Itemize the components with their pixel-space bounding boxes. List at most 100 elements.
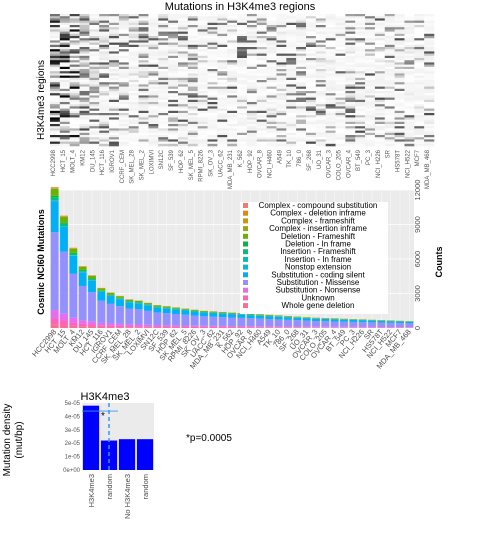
- heatmap-cell: [296, 55, 307, 59]
- heatmap-cell: [187, 110, 198, 114]
- heatmap-cell: [276, 130, 287, 134]
- heatmap-cell: [256, 64, 267, 68]
- heatmap-cell: [246, 42, 258, 46]
- heatmap-cell: [256, 106, 267, 109]
- heatmap-cell: [355, 14, 366, 17]
- bar-segment: [97, 322, 106, 326]
- heatmap-cell: [325, 135, 336, 138]
- heatmap-cell: [158, 66, 169, 70]
- heatmap-cell: [217, 119, 228, 123]
- heatmap-cell: [286, 106, 297, 109]
- heatmap-cell: [424, 137, 435, 140]
- heatmap-cell: [178, 121, 189, 125]
- heatmap-cell: [79, 44, 90, 48]
- heatmap-cell: [99, 86, 110, 90]
- heatmap-cell: [256, 135, 267, 138]
- heatmap-cell: [89, 62, 100, 65]
- heatmap-cell: [207, 40, 218, 43]
- heatmap-cell: [355, 64, 366, 68]
- heatmap-cell: [365, 82, 376, 85]
- bar-segment: [228, 312, 236, 314]
- heatmap-cell: [335, 71, 346, 74]
- heatmap-cell: [365, 62, 376, 65]
- heatmap-cell: [227, 135, 238, 138]
- heatmap-cell: [158, 69, 169, 72]
- heatmap-cell: [325, 18, 336, 21]
- heatmap-cell: [109, 44, 120, 48]
- heatmap-cell: [246, 132, 258, 136]
- bar-segment: [125, 302, 134, 309]
- heatmap-cell: [217, 47, 228, 50]
- heatmap-cell: [69, 121, 80, 125]
- heatmap-cell: [296, 84, 307, 87]
- heatmap-cell: [306, 130, 317, 134]
- heatmap-cell: [256, 141, 267, 145]
- heatmap-cell: [109, 25, 120, 28]
- heatmap-cell: [207, 36, 218, 39]
- heatmap-cell: [158, 62, 169, 65]
- heatmap-cell: [306, 36, 317, 39]
- heatmap-cell: [374, 53, 386, 57]
- heatmap-cell: [365, 77, 376, 81]
- heatmap-cell: [128, 119, 139, 123]
- heatmap-x-label: KM12: [80, 149, 86, 165]
- heatmap-cell: [128, 25, 139, 28]
- heatmap-cell: [227, 108, 238, 112]
- heatmap-cell: [355, 66, 366, 70]
- heatmap-cell: [99, 110, 110, 114]
- density-y-tick-label: 4e-05: [65, 414, 81, 420]
- heatmap-x-label: A549: [277, 149, 283, 164]
- bar-segment: [358, 322, 367, 327]
- heatmap-cell: [394, 128, 405, 131]
- heatmap-cell: [99, 82, 110, 85]
- bar-segment: [60, 320, 68, 325]
- heatmap-cell: [69, 18, 80, 21]
- bar-segment: [293, 317, 302, 321]
- heatmap-cell: [197, 88, 208, 92]
- heatmap-cell: [246, 29, 258, 32]
- heatmap-cell: [374, 40, 386, 43]
- heatmap-cell: [296, 60, 307, 63]
- heatmap-cell: [404, 139, 415, 142]
- heatmap-cell: [355, 82, 366, 85]
- heatmap-cell: [69, 82, 80, 85]
- heatmap-cell: [89, 95, 100, 98]
- bar-segment: [144, 304, 152, 306]
- heatmap-cell: [374, 20, 386, 24]
- heatmap-cell: [79, 104, 90, 107]
- heatmap-cell: [237, 66, 248, 70]
- heatmap-cell: [138, 93, 149, 96]
- heatmap-cell: [365, 31, 376, 35]
- heatmap-cell: [227, 22, 238, 26]
- heatmap-cell: [424, 20, 435, 24]
- heatmap-cell: [237, 135, 248, 138]
- heatmap-cell: [404, 38, 415, 41]
- bar-segment: [78, 326, 87, 328]
- heatmap-cell: [79, 84, 90, 87]
- heatmap-cell: [217, 110, 228, 114]
- bar-segment: [162, 326, 171, 328]
- heatmap-cell: [148, 51, 159, 54]
- heatmap-cell: [79, 80, 90, 83]
- heatmap-cell: [148, 73, 159, 76]
- heatmap-cell: [79, 53, 90, 57]
- heatmap-cell: [148, 84, 159, 87]
- heatmap-cell: [266, 93, 277, 96]
- heatmap-cell: [325, 84, 336, 87]
- heatmap-cell: [187, 58, 198, 61]
- heatmap-cell: [207, 55, 218, 59]
- heatmap-cell: [69, 31, 80, 35]
- heatmap-cell: [227, 143, 238, 147]
- heatmap-cell: [187, 93, 198, 96]
- heatmap-cells: [50, 14, 435, 147]
- heatmap-cell: [315, 58, 326, 61]
- heatmap-cell: [89, 121, 100, 125]
- heatmap-cell: [50, 69, 61, 72]
- heatmap-cell: [187, 51, 198, 54]
- heatmap-cell: [374, 108, 386, 112]
- heatmap-cell: [158, 38, 169, 41]
- heatmap-cell: [109, 97, 120, 101]
- heatmap-cell: [118, 93, 130, 96]
- bar-segment: [88, 280, 96, 293]
